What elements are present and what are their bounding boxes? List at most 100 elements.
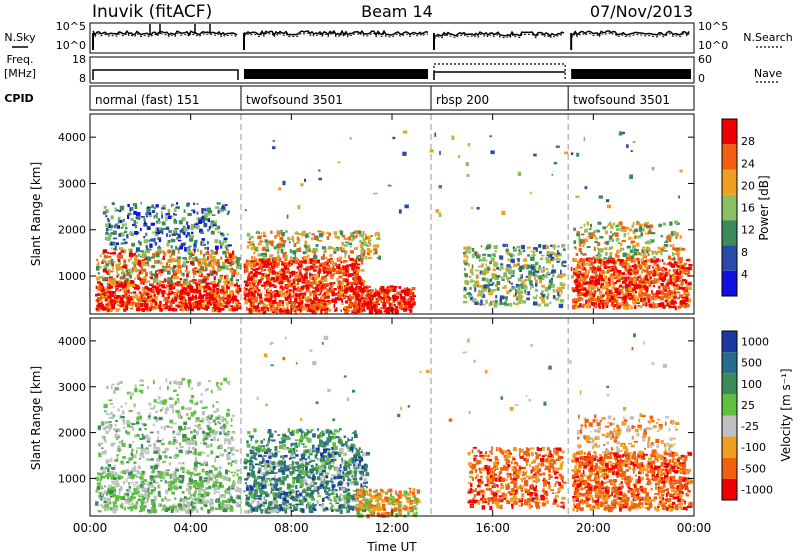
data-cell	[410, 297, 415, 302]
data-cell	[118, 289, 122, 292]
data-cell	[131, 501, 134, 506]
data-cell	[230, 267, 234, 270]
data-cell	[141, 293, 145, 297]
data-cell	[328, 301, 332, 304]
data-cell	[165, 306, 168, 308]
data-cell	[128, 301, 132, 306]
data-cell	[285, 267, 290, 270]
data-cell	[202, 218, 206, 223]
data-cell	[206, 273, 210, 277]
data-cell	[148, 493, 151, 498]
data-cell	[610, 273, 614, 277]
data-cell	[602, 226, 607, 230]
data-cell	[608, 235, 613, 238]
data-cell	[266, 299, 268, 301]
data-cell	[319, 301, 324, 305]
data-cell	[251, 308, 255, 312]
data-cell	[258, 283, 262, 285]
data-cell	[198, 305, 201, 307]
data-cell	[326, 267, 331, 271]
data-cell	[284, 309, 287, 314]
data-cell	[669, 261, 672, 266]
data-cell	[169, 288, 173, 291]
data-cell	[538, 275, 542, 280]
data-cell	[527, 273, 530, 278]
data-cell	[112, 306, 116, 310]
data-cell	[673, 296, 677, 299]
colorbar-tick-label: 28	[741, 135, 755, 148]
data-cell	[672, 276, 676, 280]
data-cell	[613, 266, 617, 269]
data-cell	[616, 227, 620, 232]
data-cell	[236, 292, 240, 295]
data-cell	[629, 237, 633, 240]
data-cell	[318, 240, 323, 242]
data-cell	[211, 266, 215, 269]
data-cell	[134, 225, 138, 229]
data-cell	[267, 269, 270, 272]
data-cell	[618, 271, 620, 276]
data-cell	[97, 281, 101, 284]
data-cell	[120, 476, 124, 479]
data-cell	[229, 494, 232, 497]
data-cell	[580, 251, 583, 255]
data-cell	[138, 295, 141, 301]
data-cell	[319, 284, 322, 287]
data-cell	[303, 255, 308, 260]
data-cell	[125, 278, 129, 281]
data-cell	[141, 254, 146, 258]
data-cell	[211, 214, 216, 216]
data-cell	[291, 260, 295, 264]
data-cell	[306, 280, 311, 282]
data-cell	[229, 278, 234, 282]
data-cell	[318, 177, 322, 181]
data-cell	[290, 238, 295, 241]
data-cell	[177, 477, 180, 481]
data-cell	[302, 295, 304, 300]
data-cell	[643, 223, 648, 228]
data-cell	[476, 280, 479, 285]
data-cell	[213, 280, 216, 283]
data-cell	[298, 297, 302, 302]
data-cell	[367, 235, 371, 240]
data-cell	[593, 230, 596, 234]
data-cell	[336, 307, 338, 312]
freq-right-tick-top: 60	[698, 53, 712, 66]
data-cell	[613, 305, 615, 310]
data-cell	[222, 250, 227, 255]
data-cell	[197, 498, 203, 503]
data-cell	[604, 300, 609, 303]
data-cell	[191, 209, 196, 212]
data-cell	[139, 483, 143, 488]
data-cell	[200, 306, 203, 309]
data-cell	[275, 259, 279, 262]
data-cell	[222, 263, 226, 267]
data-cell	[646, 278, 649, 282]
data-cell	[250, 260, 255, 263]
data-cell	[473, 284, 477, 289]
data-cell	[154, 301, 157, 306]
data-cell	[535, 262, 538, 265]
data-cell	[186, 260, 190, 264]
data-cell	[134, 231, 138, 235]
data-cell	[464, 250, 468, 253]
data-cell	[104, 287, 108, 293]
data-cell	[593, 282, 598, 286]
data-cell	[107, 307, 110, 312]
data-cell	[296, 236, 299, 241]
data-cell	[616, 254, 620, 258]
data-cell	[532, 272, 535, 277]
data-cell	[151, 273, 157, 276]
data-cell	[534, 279, 538, 284]
data-cell	[403, 306, 408, 312]
data-cell	[331, 246, 334, 249]
data-cell	[121, 295, 126, 297]
data-cell	[189, 280, 193, 283]
data-cell	[98, 492, 103, 494]
data-cell	[308, 307, 310, 312]
data-cell	[341, 303, 344, 305]
data-cell	[266, 300, 272, 303]
data-cell	[167, 259, 172, 263]
data-cell	[106, 282, 110, 287]
data-cell	[117, 284, 122, 288]
